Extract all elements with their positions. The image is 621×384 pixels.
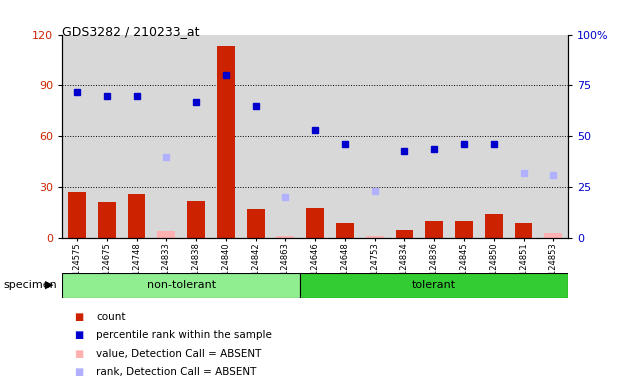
Bar [217,46,235,238]
Text: tolerant: tolerant [412,280,456,290]
Bar [301,273,568,298]
Text: count: count [96,312,126,322]
Text: non-tolerant: non-tolerant [147,280,215,290]
Text: ▶: ▶ [45,280,54,290]
Bar [425,221,443,238]
Bar [247,209,265,238]
Bar [515,223,532,238]
Text: ■: ■ [75,312,84,322]
Bar [306,207,324,238]
Text: rank, Detection Call = ABSENT: rank, Detection Call = ABSENT [96,367,256,377]
Bar [62,273,301,298]
Bar [98,202,116,238]
Bar [276,237,294,238]
Text: percentile rank within the sample: percentile rank within the sample [96,330,272,340]
Text: specimen: specimen [3,280,57,290]
Bar [545,233,562,238]
Text: GDS3282 / 210233_at: GDS3282 / 210233_at [62,25,199,38]
Text: ■: ■ [75,349,84,359]
Text: ■: ■ [75,330,84,340]
Text: value, Detection Call = ABSENT: value, Detection Call = ABSENT [96,349,261,359]
Bar [485,214,503,238]
Bar [366,237,384,238]
Bar [157,231,175,238]
Bar [68,192,86,238]
Bar [396,230,414,238]
Bar [127,194,145,238]
Bar [336,223,354,238]
Bar [187,201,205,238]
Bar [455,221,473,238]
Text: ■: ■ [75,367,84,377]
